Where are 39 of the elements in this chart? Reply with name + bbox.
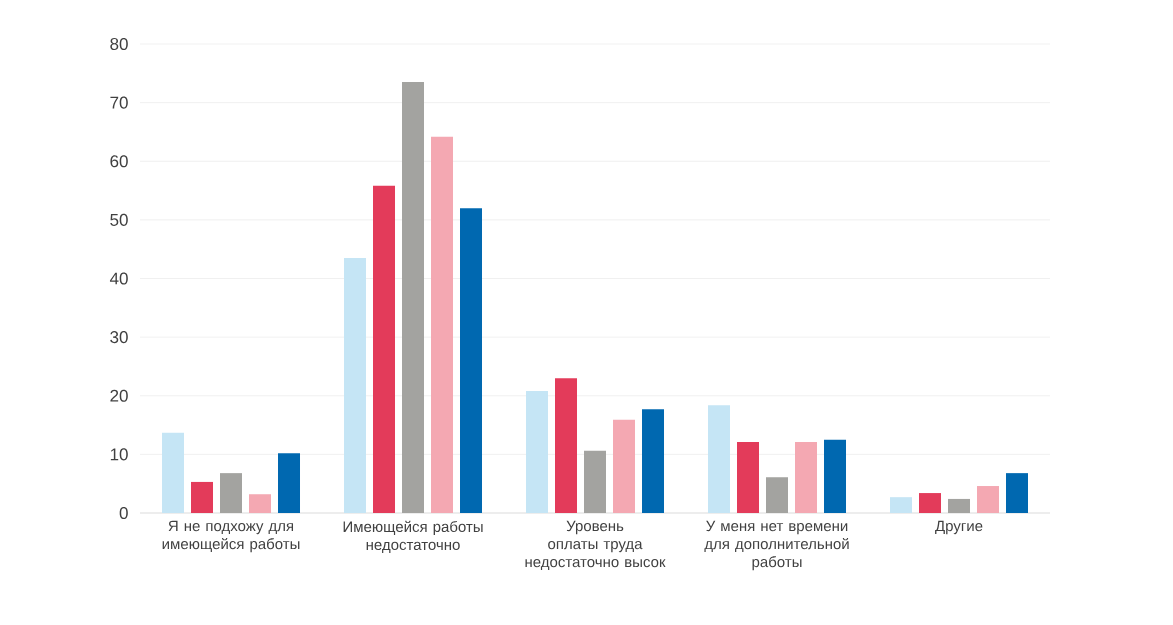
y-tick-label: 10 [110,448,128,461]
x-tick-label: У меня нет времени для дополнительной работы [704,520,849,571]
x-tick-label: Я не подхожу для имеющейся работы [162,520,300,553]
x-tick-label: Другие [935,520,983,535]
bar [220,473,242,513]
bar [1006,473,1029,513]
bar [460,208,482,513]
bar [613,419,635,513]
bar [191,481,213,513]
y-tick-label: 0 [119,506,128,520]
bar [708,405,730,513]
x-tick-label: Имеющейся работы недостаточно [343,520,483,553]
bar [278,453,300,513]
bar [373,185,395,513]
bar [795,442,817,513]
bar [526,391,548,513]
bar [162,432,184,513]
bar [431,136,453,513]
bar [890,497,912,513]
y-tick-label: 70 [110,96,128,109]
x-tick-label: Уровень оплаты труда недостаточно высок [525,520,666,571]
bar [919,493,941,513]
y-tick-label: 60 [110,155,128,168]
bar [249,494,271,513]
y-tick-label: 50 [110,213,128,226]
bar [977,486,1000,513]
y-tick-label: 30 [110,331,128,344]
bar [344,257,366,513]
y-tick-label: 80 [110,37,128,51]
y-tick-label: 40 [109,272,128,285]
bar [824,439,846,513]
bar [584,450,606,513]
bar [737,442,759,513]
bar [642,409,664,513]
bar [948,498,971,513]
bar [402,82,424,513]
bar [555,378,577,513]
y-tick-label: 20 [110,389,128,402]
bar [766,477,788,513]
